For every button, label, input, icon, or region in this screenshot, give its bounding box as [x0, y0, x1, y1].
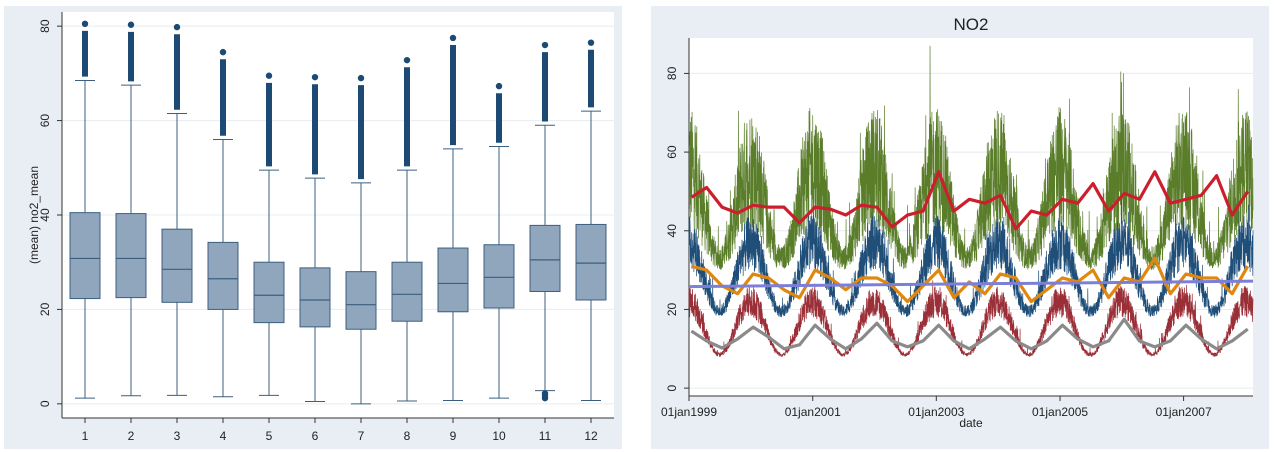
x-tick-label: 01jan2007 — [1156, 405, 1212, 419]
y-tick-label: 60 — [38, 114, 52, 128]
x-tick-label: 01jan1999 — [661, 405, 717, 419]
daily-series-line — [688, 280, 1254, 358]
x-tick-label: 11 — [539, 429, 552, 443]
box — [115, 213, 147, 299]
box — [345, 271, 377, 330]
monthly-series-line — [690, 317, 1249, 351]
y-tick-label: 80 — [665, 66, 679, 80]
box — [575, 223, 607, 301]
x-tick-label: 4 — [220, 429, 227, 443]
x-tick-label: 01jan2005 — [1032, 405, 1088, 419]
box — [69, 212, 101, 300]
outlier-point — [495, 82, 503, 90]
outlier-point — [219, 48, 227, 56]
chart-title: NO2 — [954, 15, 989, 34]
x-tick-label: 8 — [404, 429, 411, 443]
x-tick-label: 6 — [312, 429, 319, 443]
box — [437, 247, 469, 313]
outlier-point — [311, 73, 319, 81]
y-tick-label: 0 — [38, 400, 52, 407]
x-tick-label: 9 — [450, 429, 457, 443]
y-tick-label: 40 — [665, 224, 679, 238]
box — [161, 228, 193, 303]
y-axis-label: (mean) no2_mean — [27, 166, 41, 264]
x-tick-label: 2 — [128, 429, 135, 443]
y-tick-label: 60 — [665, 145, 679, 159]
box — [299, 267, 331, 328]
timeseries-chart: NO2 0 20 40 60 80 01jan1999 01jan2001 01jan2003 0… — [661, 15, 1254, 430]
box — [207, 241, 239, 310]
x-tick-label: 1 — [82, 429, 89, 443]
y-tick-label: 80 — [38, 19, 52, 33]
x-tick-label: 7 — [358, 429, 365, 443]
outlier-point — [403, 56, 411, 64]
outlier-point — [587, 39, 595, 46]
x-tick-label: 01jan2001 — [785, 405, 841, 419]
outlier-point — [541, 390, 549, 397]
box — [253, 261, 285, 324]
y-tick-label: 20 — [665, 302, 679, 316]
outlier-point — [449, 34, 457, 42]
outlier-point — [541, 41, 549, 49]
x-tick-label: 3 — [174, 429, 181, 443]
outlier-point — [127, 21, 135, 28]
y-tick-label: 40 — [38, 208, 52, 222]
outlier-point — [173, 23, 181, 31]
monthly-series-line — [690, 256, 1250, 304]
timeseries-panel: NO2 0 20 40 60 80 01jan1999 01jan2001 01jan2003 0… — [651, 6, 1269, 449]
plot-area — [689, 38, 1253, 396]
x-axis-label: date — [959, 416, 983, 430]
trend-line — [688, 279, 1254, 289]
daily-series-line — [688, 195, 1254, 319]
monthly-series-line — [690, 170, 1250, 231]
box — [483, 244, 515, 309]
y-tick-label: 20 — [38, 302, 52, 316]
boxplot-panel: 0 20 40 60 80 (mean) no2_mean 1 2 3 4 5 6 7 8 9 10 11 12 — [4, 6, 622, 449]
x-tick-label: 12 — [584, 429, 598, 443]
y-tick-label: 0 — [665, 384, 679, 391]
box — [529, 224, 561, 292]
daily-series-line — [688, 45, 1254, 270]
box — [391, 261, 423, 322]
x-tick-label: 5 — [266, 429, 273, 443]
x-tick-label: 10 — [492, 429, 506, 443]
outlier-point — [357, 74, 365, 82]
outlier-point — [81, 20, 89, 28]
x-tick-label: 01jan2003 — [908, 405, 964, 419]
outlier-point — [265, 72, 273, 79]
